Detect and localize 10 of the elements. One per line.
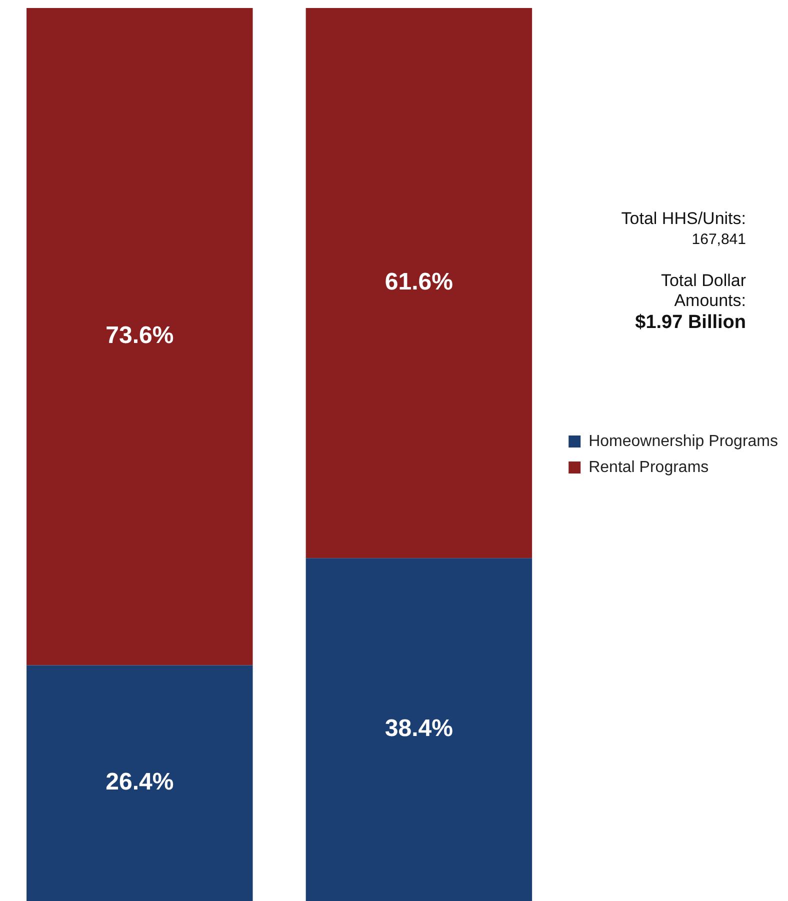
legend-label: Rental Programs: [588, 458, 709, 476]
text: Total Dollar Amounts:: [660, 271, 746, 310]
data-label: 61.6%: [384, 268, 453, 296]
data-label: 73.6%: [106, 322, 174, 350]
data-label: 38.4%: [384, 715, 453, 742]
text: 167,841: [692, 231, 746, 248]
text: $1.97 Billion: [635, 312, 746, 333]
data-label: 26.4%: [106, 768, 174, 796]
text: Total HHS/Units:: [621, 209, 746, 228]
legend-label: Homeownership Programs: [588, 432, 778, 450]
